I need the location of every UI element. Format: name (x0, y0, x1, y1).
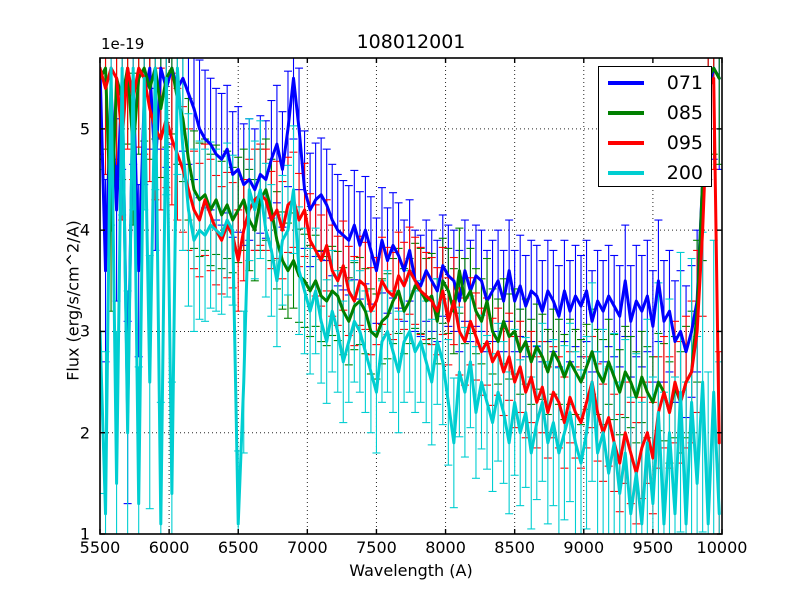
y-tick-label-2: 2 (79, 423, 90, 443)
legend-entry-095: 095 (599, 128, 713, 158)
x-tick-label-7000: 7000 (286, 538, 328, 557)
chart-title: 108012001 (356, 31, 466, 53)
legend-label-095: 095 (666, 131, 703, 154)
legend-label-071: 071 (666, 71, 703, 94)
x-tick-label-9500: 9500 (632, 538, 674, 557)
x-tick-label-7500: 7500 (356, 538, 397, 557)
x-tick-label-6000: 6000 (148, 538, 190, 557)
x-tick-label-10000: 10000 (696, 538, 748, 557)
legend-label-200: 200 (666, 161, 703, 184)
y-axis-offset-text: 1e-19 (101, 35, 145, 53)
legend-swatch-085 (608, 111, 644, 115)
x-tick-label-5500: 5500 (79, 538, 121, 557)
legend-swatch-071 (608, 81, 644, 85)
x-tick-label-6500: 6500 (217, 538, 259, 557)
x-axis-label: Wavelength (A) (349, 561, 473, 580)
y-tick-label-4: 4 (79, 220, 90, 240)
legend-swatch-200 (608, 171, 644, 175)
legend-entry-085: 085 (599, 98, 713, 128)
x-tick-label-8000: 8000 (425, 538, 466, 557)
y-tick-label-1: 1 (79, 524, 90, 544)
x-tick-label-8500: 8500 (494, 538, 536, 557)
legend-entry-071: 071 (599, 68, 713, 98)
legend-entry-200: 200 (599, 158, 713, 188)
y-tick-label-5: 5 (79, 119, 90, 139)
chart-legend[interactable]: 071 085 095 200 (598, 66, 712, 187)
y-tick-label-3: 3 (79, 321, 90, 341)
x-tick-label-9000: 9000 (563, 538, 605, 557)
legend-label-085: 085 (666, 101, 703, 124)
legend-swatch-095 (608, 141, 644, 145)
y-axis-label: Flux (erg/s/cm^2/A) (63, 220, 83, 381)
